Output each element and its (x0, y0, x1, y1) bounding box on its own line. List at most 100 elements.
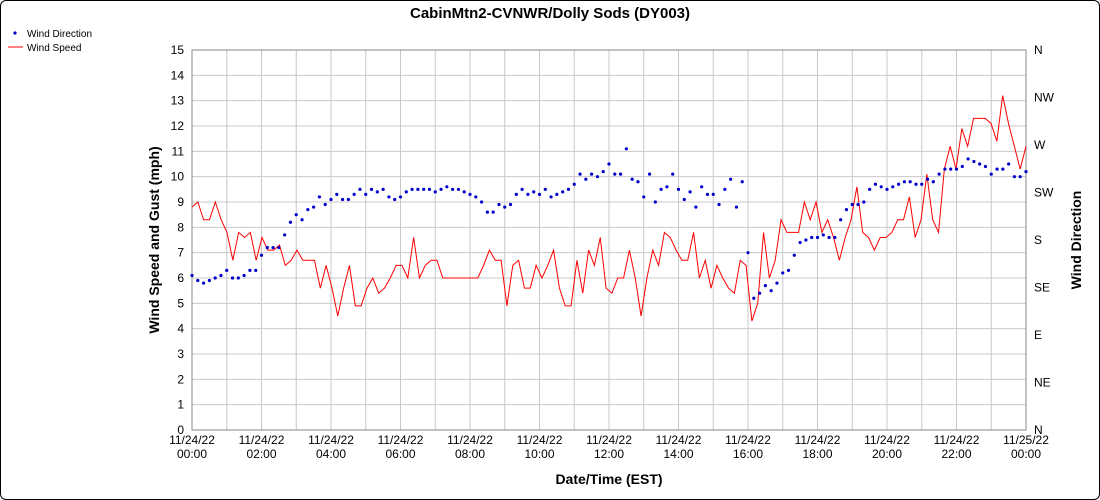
wind-direction-point (607, 162, 611, 166)
wind-direction-point (300, 218, 304, 222)
wind-direction-point (966, 157, 970, 161)
wind-direction-point (259, 253, 264, 257)
y2-axis-ticks: N NE E SE S SW W NW N (1034, 43, 1055, 437)
y-tick-label: 1 (177, 398, 184, 412)
grid-lines (191, 49, 1027, 431)
wind-direction-point (364, 192, 368, 196)
wind-direction-point (868, 187, 872, 191)
wind-direction-point (676, 187, 681, 191)
wind-direction-point (254, 268, 258, 272)
y-tick-label: 14 (171, 68, 185, 82)
wind-direction-point (590, 172, 594, 176)
wind-direction-point (584, 177, 588, 181)
x-tick-date: 11/25/22 (1003, 433, 1049, 447)
x-tick-time: 08:00 (455, 447, 485, 461)
wind-direction-point (242, 273, 246, 278)
y-tick-label: 4 (177, 322, 184, 336)
wind-direction-point (358, 187, 362, 191)
wind-direction-point (439, 187, 443, 191)
wind-direction-point (526, 192, 530, 196)
wind-direction-point (757, 291, 762, 295)
wind-direction-point (896, 182, 901, 186)
wind-direction-point (566, 187, 571, 191)
x-tick-time: 16:00 (733, 447, 763, 461)
wind-speed-line (191, 95, 1027, 322)
wind-direction-point (346, 197, 350, 202)
chart-title: CabinMtn2-CVNWR/Dolly Sods (DY003) (410, 5, 690, 22)
wind-direction-point (404, 190, 408, 194)
x-axis-ticks: 11/24/2200:0011/24/2202:0011/24/2204:001… (169, 433, 1049, 461)
x-tick-time: 00:00 (1011, 447, 1041, 461)
wind-direction-point (937, 172, 941, 176)
wind-direction-point (653, 200, 657, 204)
wind-direction-point (856, 202, 860, 207)
wind-direction-point (595, 175, 600, 179)
wind-direction-point (723, 187, 727, 191)
wind-direction-point (340, 197, 345, 202)
wind-direction-point (375, 190, 379, 194)
wind-direction-point (393, 197, 397, 202)
wind-direction-point (225, 268, 229, 272)
wind-direction-point (700, 185, 704, 189)
wind-direction-point (532, 190, 536, 194)
wind-direction-point (642, 195, 646, 199)
x-tick-date: 11/24/22 (725, 433, 771, 447)
y-tick-label: 9 (177, 195, 184, 209)
wind-direction-point (792, 253, 796, 257)
wind-direction-point (451, 187, 455, 191)
x-tick-date: 11/24/22 (656, 433, 702, 447)
wind-direction-point (265, 246, 269, 250)
wind-direction-point (885, 187, 889, 191)
wind-direction-point (960, 164, 964, 169)
x-tick-date: 11/24/22 (934, 433, 980, 447)
x-tick-date: 11/24/22 (169, 433, 215, 447)
y2-tick-label: S (1034, 233, 1042, 247)
wind-direction-point (288, 220, 293, 224)
wind-direction-point (734, 205, 739, 209)
wind-direction-series (190, 147, 1028, 300)
wind-direction-point (665, 185, 669, 189)
y-tick-label: 15 (171, 43, 185, 57)
y-tick-label: 12 (171, 119, 185, 133)
x-tick-date: 11/24/22 (378, 433, 424, 447)
wind-direction-point (555, 192, 559, 196)
wind-direction-point (410, 187, 414, 191)
wind-direction-point (688, 190, 692, 194)
y2-tick-label: SW (1034, 186, 1054, 200)
wind-direction-point (213, 276, 217, 280)
wind-direction-point (943, 167, 947, 171)
wind-direction-point (740, 180, 744, 184)
y2-tick-label: W (1034, 138, 1046, 152)
wind-direction-point (312, 205, 316, 209)
wind-direction-point (931, 180, 935, 184)
wind-direction-point (821, 233, 825, 237)
wind-direction-point (520, 187, 524, 191)
wind-direction-point (352, 192, 356, 196)
wind-direction-point (317, 195, 322, 199)
wind-direction-point (306, 208, 310, 212)
wind-direction-point (833, 235, 837, 240)
y-tick-label: 5 (177, 296, 184, 310)
legend: Wind Direction Wind Speed (8, 29, 92, 54)
wind-direction-point (456, 187, 461, 191)
wind-speed-series (191, 95, 1027, 322)
wind-direction-point (1024, 170, 1028, 174)
y2-tick-label: NW (1034, 91, 1055, 105)
x-tick-date: 11/24/22 (447, 433, 493, 447)
wind-direction-point (862, 200, 866, 204)
wind-direction-point (207, 278, 211, 283)
wind-direction-point (804, 238, 808, 242)
wind-direction-point (925, 177, 930, 181)
wind-direction-point (624, 147, 628, 151)
wind-direction-point (1018, 175, 1022, 179)
y2-tick-label: NE (1034, 376, 1051, 390)
y2-tick-label: E (1034, 328, 1042, 342)
wind-direction-point (902, 180, 906, 184)
wind-direction-point (781, 271, 785, 275)
wind-direction-point (381, 187, 385, 191)
wind-direction-point (873, 182, 878, 186)
wind-direction-point (613, 172, 617, 176)
wind-direction-point (283, 233, 287, 237)
wind-direction-point (636, 180, 640, 184)
